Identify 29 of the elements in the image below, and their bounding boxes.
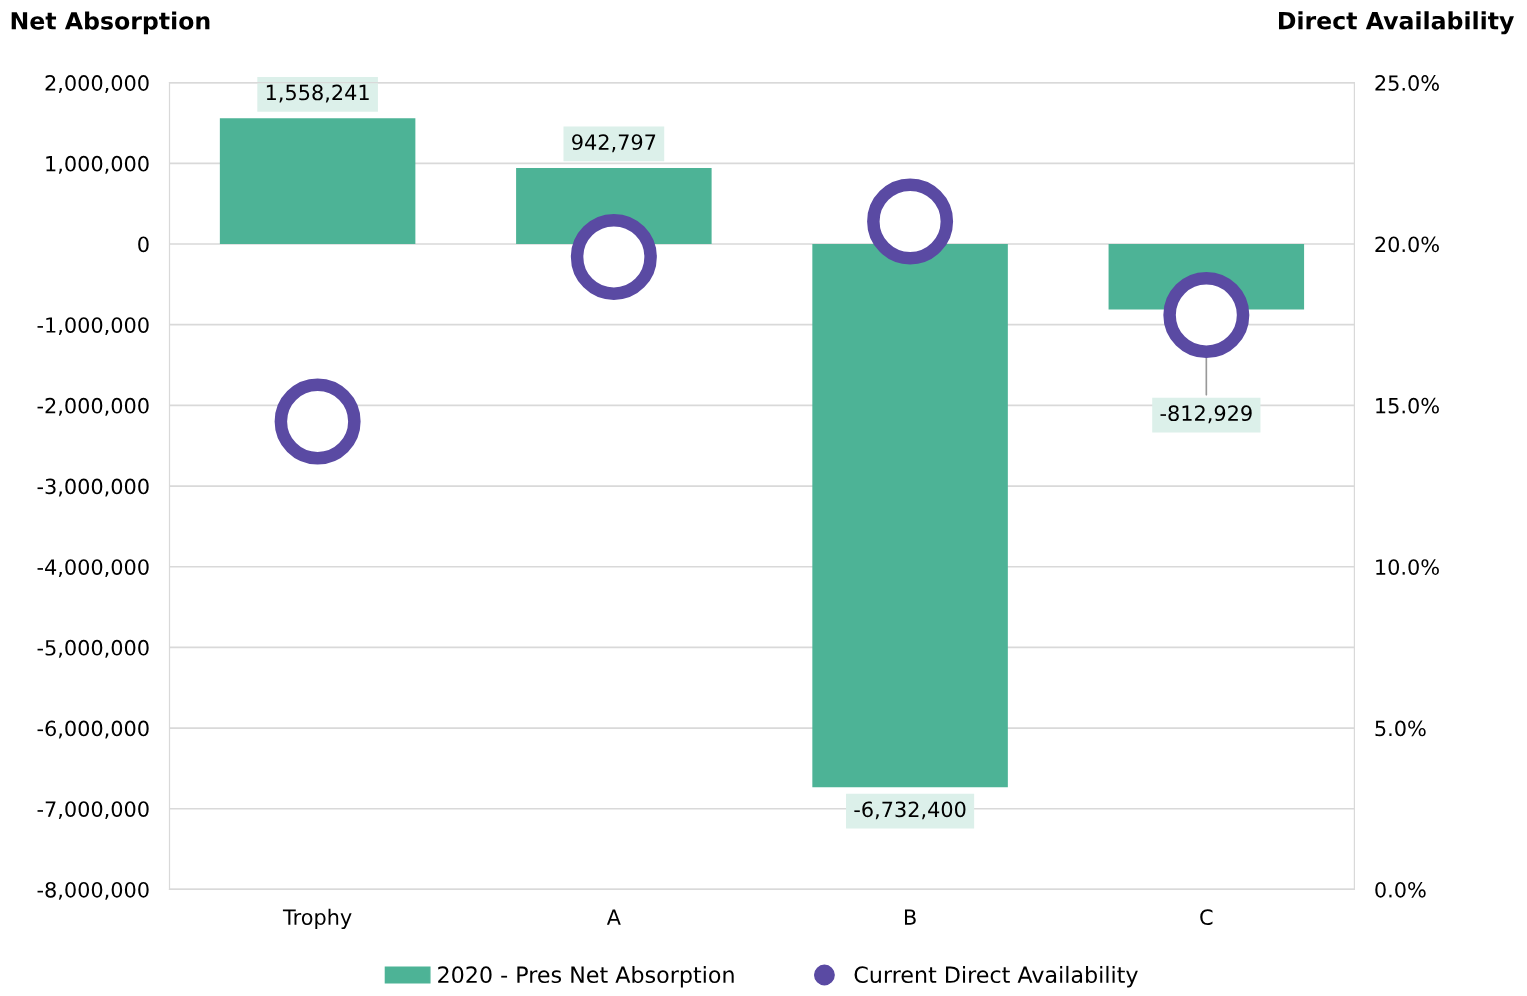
x-tick-label: C: [1200, 909, 1213, 925]
y2-tick-label: 0.0%: [1375, 881, 1426, 898]
x-tick-label: B: [904, 909, 916, 925]
y-tick-label: -8,000,000: [37, 881, 149, 900]
y2-tick-label: 15.0%: [1376, 397, 1439, 414]
y-tick-label: -2,000,000: [37, 397, 149, 416]
y-tick-label: 1,000,000: [46, 155, 149, 174]
x-tick-label: A: [606, 909, 621, 925]
data-label: -812,929: [1160, 405, 1252, 424]
y-tick-label: -1,000,000: [37, 317, 149, 336]
y2-tick-label: 10.0%: [1376, 559, 1439, 575]
data-label: 1,558,241: [266, 84, 369, 103]
y-tick-label: -4,000,000: [37, 559, 149, 578]
y-tick-label: -6,000,000: [37, 720, 149, 739]
y2-axis-title: Direct Availability: [1279, 11, 1514, 35]
legend-label: Current Direct Availability: [854, 965, 1138, 988]
y-tick-label: -5,000,000: [37, 639, 149, 658]
x-tick-label: Trophy: [282, 908, 352, 930]
data-label: -6,732,400: [854, 801, 966, 820]
y2-tick-label: 5.0%: [1375, 720, 1426, 737]
y2-tick-label: 20.0%: [1375, 236, 1439, 253]
y-axis-title: Net Absorption: [11, 11, 210, 35]
data-label: 942,797: [572, 134, 656, 153]
legend-label: 2020 - Pres Net Absorption: [438, 965, 734, 988]
y-tick-label: -3,000,000: [37, 478, 149, 497]
y-tick-label: 0: [138, 236, 149, 253]
y2-tick-label: 25.0%: [1375, 75, 1439, 91]
y-tick-label: -7,000,000: [37, 801, 149, 820]
y-tick-label: 2,000,000: [45, 75, 149, 93]
